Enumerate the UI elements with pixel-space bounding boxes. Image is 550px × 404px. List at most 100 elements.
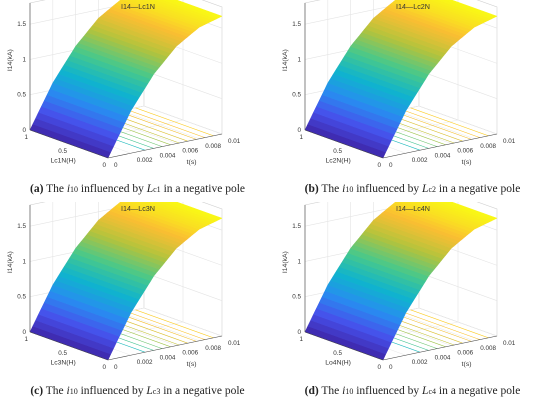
y-axis-label: Lc2N(H) xyxy=(325,158,350,165)
t-axis-line xyxy=(107,335,223,361)
surface-strip xyxy=(155,202,217,223)
t-tick-label: 0.01 xyxy=(228,340,241,347)
surface-strip xyxy=(149,202,215,224)
l-axis-line xyxy=(29,331,109,361)
t-tick-label: 0.004 xyxy=(435,152,451,159)
t-tick-label: 0.002 xyxy=(137,157,153,164)
t-tick-label: 0.008 xyxy=(480,345,496,352)
figure-caption: (b) The i10 influenced by Lc2 in a negat… xyxy=(275,183,550,195)
chart-panel: 0 0.002 0.004 0.006 0.008 0.01 0 0.5 1 0 0.5 1 1.5 t(… xyxy=(0,0,275,202)
l-tick-label: 0.5 xyxy=(333,148,342,155)
surface-strip xyxy=(397,0,478,28)
x-axis-label: t(s) xyxy=(187,159,197,166)
z-tick-label: 1.5 xyxy=(292,223,301,230)
caption-text: influenced by xyxy=(77,385,147,397)
l-tick-label: 1 xyxy=(24,336,28,343)
surface xyxy=(304,202,498,361)
y-axis-label: Lo4N(H) xyxy=(325,360,351,367)
t-tick-label: 0.004 xyxy=(160,354,176,361)
contour-line xyxy=(410,309,489,339)
z-tick-label: 0 xyxy=(22,329,26,336)
caption-text: The xyxy=(318,385,343,397)
axis-lines xyxy=(304,3,498,159)
surface-strip xyxy=(437,0,495,20)
caption-subscript: c2 xyxy=(428,185,436,194)
z-tick-label: 0 xyxy=(22,127,26,134)
chart-title: I14—Lc2N xyxy=(396,2,430,11)
figure-caption: (a) The i10 influenced by Lc1 in a negat… xyxy=(0,183,275,195)
caption-text: in a negative pole xyxy=(160,183,245,195)
surface xyxy=(29,0,223,159)
caption-subscript: 10 xyxy=(345,185,354,194)
contour-line xyxy=(401,311,481,340)
t-tick-label: 0 xyxy=(389,364,393,371)
y-axis-label: Lc3N(H) xyxy=(50,360,75,367)
caption-subscript: c1 xyxy=(153,185,161,194)
l-tick-label: 0 xyxy=(102,364,106,371)
t-tick-label: 0 xyxy=(114,162,118,169)
caption-symbol: L xyxy=(422,183,429,195)
contour-line xyxy=(126,109,206,138)
surface-strip xyxy=(392,0,475,30)
axis-labels: t(s) Lo4N(H) I14(kA) xyxy=(282,251,472,368)
surface-strip xyxy=(404,0,481,27)
surface-strip xyxy=(122,202,203,230)
caption-text: The xyxy=(43,385,67,397)
surface-strip xyxy=(424,202,490,224)
t-tick-label: 0.006 xyxy=(182,350,198,357)
axis-lines xyxy=(304,205,498,361)
contour-line xyxy=(410,107,489,137)
surface-chart: 00.0020.0040.0060.0080.0100.5100.511.5t(… xyxy=(7,0,241,169)
l-axis-line xyxy=(304,331,384,361)
z-tick-label: 1 xyxy=(297,56,301,63)
z-tick-label: 1 xyxy=(297,258,301,265)
z-tick-label: 1.5 xyxy=(17,21,26,28)
caption-subscript: 10 xyxy=(345,387,354,396)
axis-labels: t(s) Lc1N(H) I14(kA) xyxy=(7,49,197,166)
surface-strip xyxy=(149,0,215,22)
t-tick-label: 0.002 xyxy=(137,359,153,366)
surface-strip xyxy=(410,0,484,25)
x-axis-label: t(s) xyxy=(187,361,197,368)
surface xyxy=(304,0,498,159)
t-tick-label: 0.01 xyxy=(228,138,241,145)
chart-panel: 0 0.002 0.004 0.006 0.008 0.01 0 0.5 1 0 0.5 1 1.5 t(… xyxy=(0,202,275,404)
figure-caption: (c) The i10 influenced by Lc3 in a negat… xyxy=(0,385,275,397)
surface-strip xyxy=(122,0,203,28)
caption-text: influenced by xyxy=(353,385,423,397)
surface-strip xyxy=(437,202,495,222)
z-axis-label: I14(kA) xyxy=(7,49,14,71)
caption-text: in a negative pole xyxy=(436,183,521,195)
chart-panel: 0 0.002 0.004 0.006 0.008 0.01 0 0.5 1 0 0.5 1 1.5 t(… xyxy=(275,202,550,404)
t-tick-label: 0.006 xyxy=(457,350,473,357)
z-axis-label: I14(kA) xyxy=(7,251,14,273)
l-axis-line xyxy=(304,129,384,159)
y-axis-label: Lc1N(H) xyxy=(50,158,75,165)
l-tick-label: 0.5 xyxy=(58,148,67,155)
chart-title: I14—Lc3N xyxy=(121,204,155,213)
surface-strip xyxy=(155,0,217,21)
surface-strip xyxy=(142,202,212,226)
surface-strip xyxy=(392,202,475,232)
surface-strip xyxy=(162,202,220,222)
caption-letter: (c) xyxy=(30,385,44,397)
t-axis-line xyxy=(382,133,498,159)
surface-strip xyxy=(117,0,200,30)
surface-strip xyxy=(169,202,223,220)
axis-labels: t(s) Lc2N(H) I14(kA) xyxy=(282,49,472,166)
t-tick-label: 0.01 xyxy=(503,340,516,347)
caption-subscript: c3 xyxy=(152,387,161,396)
caption-symbol: L xyxy=(146,183,154,195)
t-tick-label: 0.01 xyxy=(503,138,516,145)
contour-line xyxy=(118,111,197,140)
contour-line xyxy=(401,109,481,138)
z-tick-label: 0.5 xyxy=(17,294,26,301)
caption-text: The xyxy=(43,183,67,195)
surface-strip xyxy=(424,0,490,22)
surface-strip xyxy=(169,0,223,18)
t-tick-label: 0.008 xyxy=(205,345,221,352)
z-tick-label: 0 xyxy=(297,329,301,336)
